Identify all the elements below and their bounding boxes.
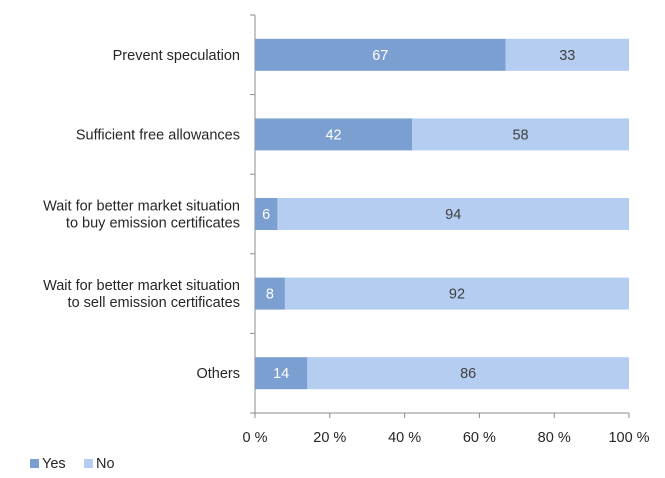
bars [255, 38, 629, 390]
axes: 0 % 20 % 40 % 60 % 80 % 100 % [243, 14, 650, 446]
category-label-line: Prevent speculation [113, 48, 240, 64]
category-label-line: Wait for better market situation [43, 199, 240, 215]
data-label-yes-0: 67 [372, 48, 388, 64]
bar-yes-2 [255, 198, 278, 230]
data-label-yes-3: 8 [266, 287, 274, 303]
bar-yes-0 [255, 38, 506, 71]
x-tick-label: 20 % [313, 430, 346, 446]
data-label-no-3: 92 [449, 287, 465, 303]
bar-no-3 [284, 277, 629, 310]
x-tick-label: 100 % [608, 430, 649, 446]
data-label-yes-1: 42 [325, 127, 341, 143]
category-label-line: Wait for better market situation [43, 278, 240, 294]
x-tick-label: 80 % [538, 430, 571, 446]
category-label-line: Others [196, 366, 240, 382]
legend-swatch-no [84, 459, 93, 468]
category-label-line: Sufficient free allowances [76, 127, 240, 143]
bar-yes-1 [255, 118, 413, 151]
x-tick-label: 0 % [243, 430, 268, 446]
bar-yes-4 [255, 357, 308, 390]
x-tick-label: 60 % [463, 430, 496, 446]
data-label-no-1: 58 [512, 127, 528, 143]
labels: 67 33 Prevent speculation 42 58 Sufficient fr… [43, 48, 575, 382]
category-label-4: Others [196, 366, 240, 382]
data-label-yes-2: 6 [262, 207, 270, 223]
x-tick-label: 40 % [388, 430, 421, 446]
category-label-0: Prevent speculation [113, 48, 240, 64]
data-label-no-0: 33 [559, 48, 575, 64]
data-label-no-2: 94 [445, 207, 461, 223]
bar-no-4 [307, 357, 629, 390]
category-label-line: to buy emission certificates [66, 216, 240, 232]
legend: Yes No [30, 456, 115, 472]
legend-label-yes: Yes [42, 456, 66, 472]
data-label-yes-4: 14 [273, 366, 289, 382]
legend-label-no: No [96, 456, 115, 472]
category-label-line: to sell emission certificates [68, 295, 240, 311]
bar-no-2 [277, 198, 629, 230]
category-label-3: Wait for better market situation to sell … [43, 278, 240, 311]
bar-no-1 [412, 118, 629, 151]
data-label-no-4: 86 [460, 366, 476, 382]
category-label-1: Sufficient free allowances [76, 127, 240, 143]
bar-no-0 [505, 38, 629, 71]
legend-swatch-yes [30, 459, 39, 468]
bar-yes-3 [255, 277, 285, 310]
category-label-2: Wait for better market situation to buy e… [43, 199, 240, 232]
